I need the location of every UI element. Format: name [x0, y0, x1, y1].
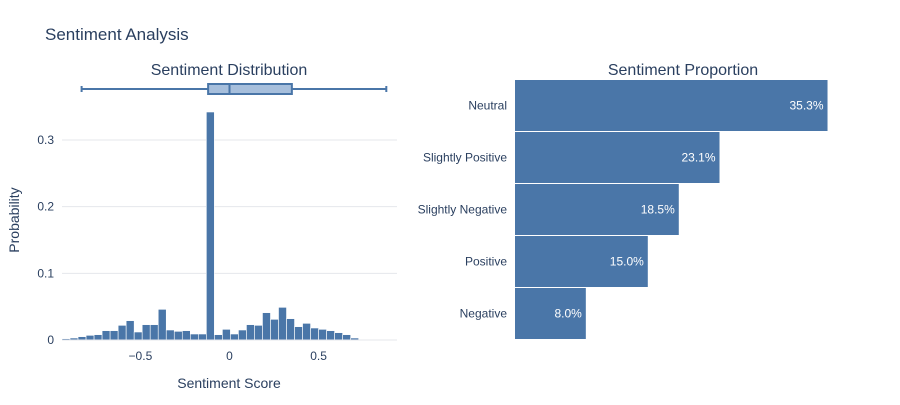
histogram-y-axis-label: Probability [6, 187, 22, 252]
category-label: Negative [460, 307, 508, 321]
histogram-bar [93, 334, 103, 341]
category-label: Positive [465, 255, 507, 269]
x-tick-label: 0.5 [310, 349, 327, 363]
histogram-bar [270, 319, 279, 341]
histogram-bar [173, 331, 183, 341]
histogram-x-ticks: −0.5 0 0.5 [129, 349, 328, 363]
figure-title: Sentiment Analysis [45, 25, 189, 44]
histogram-bar [165, 329, 175, 341]
bar-value-label: 23.1% [681, 151, 715, 165]
histogram-gridlines [62, 139, 397, 341]
histogram-bar [334, 332, 343, 341]
histogram-bar [230, 333, 239, 341]
box-iqr [207, 83, 293, 95]
histogram-bar [318, 329, 327, 341]
histogram-bar [109, 330, 119, 341]
category-label: Slightly Negative [418, 203, 508, 217]
proportion-bar [515, 236, 648, 287]
x-tick-label: −0.5 [129, 349, 153, 363]
proportion-bar [515, 184, 679, 235]
histogram-bars [61, 111, 397, 341]
bar-value-label: 15.0% [610, 255, 644, 269]
histogram-bar [310, 327, 319, 341]
histogram-bar [189, 333, 199, 341]
bar-value-label: 8.0% [554, 307, 582, 321]
histogram-bar [141, 324, 151, 341]
histogram-bar [262, 312, 271, 341]
histogram-bar [342, 334, 351, 341]
proportion-bars: Neutral 35.3% Slightly Positive 23.1% Slight… [418, 80, 828, 339]
histogram-bar [125, 320, 135, 341]
histogram-bar [278, 307, 287, 341]
histogram-bar [198, 333, 207, 341]
histogram-bar [214, 334, 223, 341]
histogram-bar [222, 329, 231, 341]
y-tick-label: 0 [47, 333, 54, 347]
histogram-bar [294, 326, 303, 341]
proportion-bar [515, 288, 586, 339]
histogram-bar [85, 335, 95, 341]
histogram-bar [326, 330, 335, 341]
y-tick-label: 0.3 [37, 133, 54, 147]
histogram-y-ticks: 0 0.1 0.2 0.3 [37, 133, 54, 347]
box-plot [80, 83, 388, 95]
histogram-bar [238, 329, 247, 341]
bar-value-label: 35.3% [789, 99, 823, 113]
histogram-title: Sentiment Distribution [151, 62, 308, 79]
category-label: Neutral [468, 99, 507, 113]
histogram-bar [149, 324, 159, 341]
histogram-bar [302, 323, 311, 341]
histogram-bar [246, 324, 255, 341]
x-tick-label: 0 [226, 349, 233, 363]
histogram-bar [117, 325, 127, 341]
proportion-bar [515, 132, 720, 183]
y-tick-label: 0.2 [37, 200, 54, 214]
bar-value-label: 18.5% [641, 203, 675, 217]
histogram-bar [286, 318, 295, 341]
category-label: Slightly Positive [423, 151, 507, 165]
histogram-bar [133, 331, 143, 341]
histogram-x-axis-label: Sentiment Score [177, 375, 281, 391]
proportion-title: Sentiment Proportion [608, 62, 758, 79]
histogram-bar [101, 330, 111, 341]
histogram-bar [254, 325, 263, 341]
y-tick-label: 0.1 [37, 266, 54, 280]
histogram-bar [181, 330, 191, 341]
proportion-bar [515, 80, 828, 131]
histogram-bar [157, 309, 167, 341]
histogram-bar [206, 111, 215, 341]
